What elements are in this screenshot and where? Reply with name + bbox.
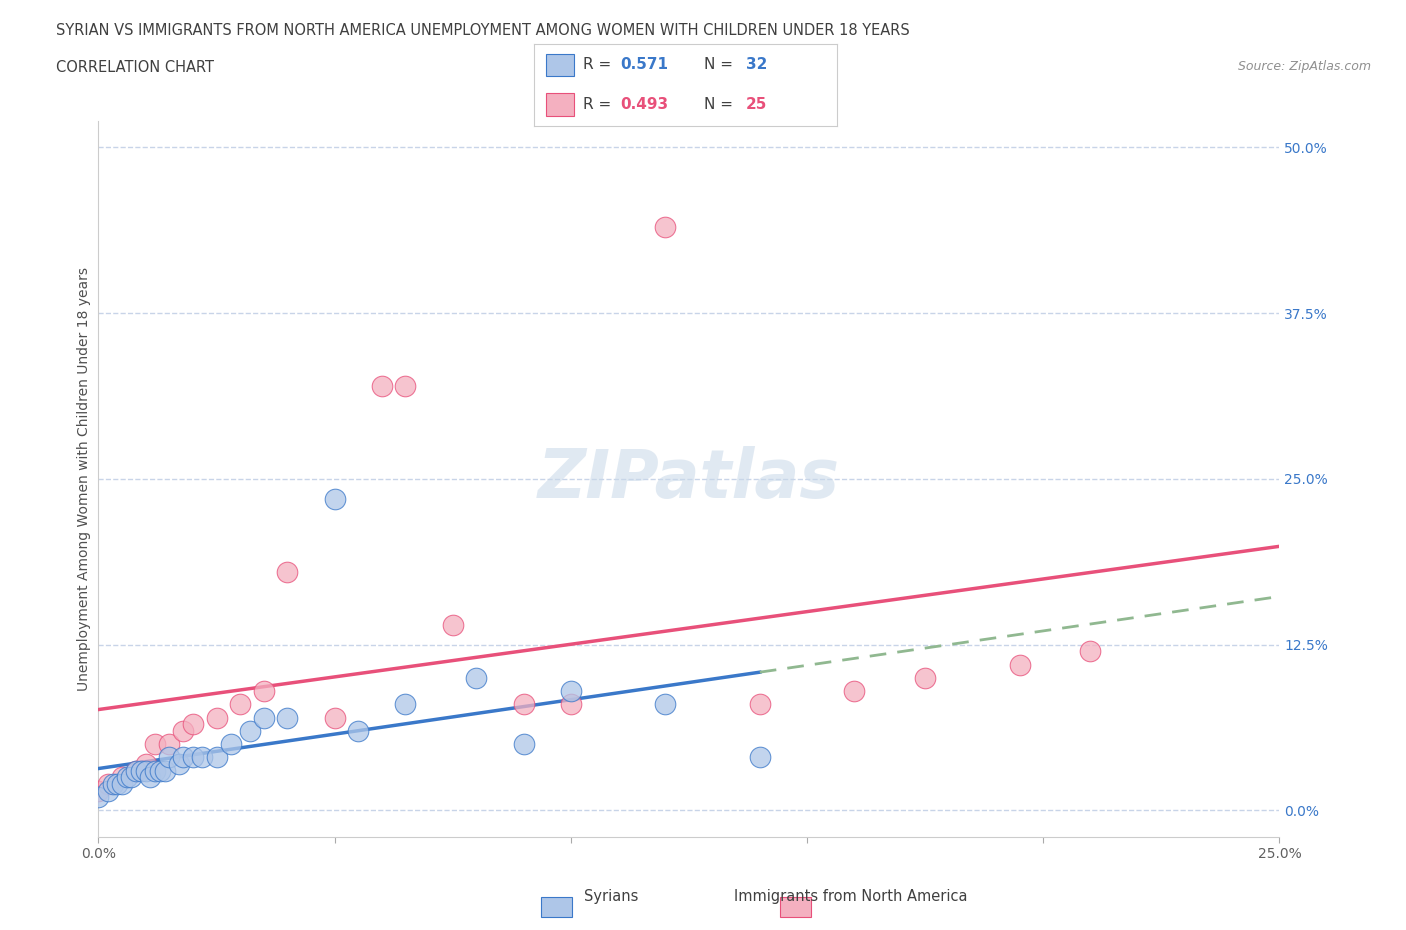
Point	[205, 711, 228, 725]
Point	[205, 750, 228, 764]
Point	[844, 684, 866, 698]
Point	[512, 697, 534, 711]
Text: 32: 32	[745, 58, 768, 73]
Point	[143, 764, 166, 778]
Point	[654, 219, 676, 234]
Point	[111, 777, 134, 791]
Point	[87, 783, 110, 798]
Point	[135, 757, 157, 772]
Point	[139, 770, 162, 785]
Point	[172, 724, 194, 738]
Text: Syrians: Syrians	[585, 889, 638, 904]
Point	[121, 770, 143, 785]
Point	[441, 618, 464, 632]
Point	[125, 764, 148, 778]
Point	[512, 737, 534, 751]
Y-axis label: Unemployment Among Women with Children Under 18 years: Unemployment Among Women with Children U…	[77, 267, 91, 691]
Text: N =: N =	[703, 97, 737, 112]
Point	[253, 711, 276, 725]
Text: R =: R =	[582, 97, 616, 112]
Point	[105, 777, 128, 791]
Point	[347, 724, 370, 738]
Text: R =: R =	[582, 58, 616, 73]
Point	[323, 711, 346, 725]
Point	[219, 737, 242, 751]
Point	[157, 750, 180, 764]
Point	[371, 379, 394, 393]
Point	[748, 750, 770, 764]
Point	[87, 790, 110, 804]
Point	[560, 697, 582, 711]
Point	[323, 491, 346, 506]
Point	[1080, 644, 1102, 658]
Point	[181, 717, 204, 732]
Point	[172, 750, 194, 764]
Point	[149, 764, 172, 778]
Point	[129, 764, 152, 778]
Text: Immigrants from North America: Immigrants from North America	[734, 889, 967, 904]
Point	[394, 697, 416, 711]
Point	[115, 770, 138, 785]
Text: SYRIAN VS IMMIGRANTS FROM NORTH AMERICA UNEMPLOYMENT AMONG WOMEN WITH CHILDREN U: SYRIAN VS IMMIGRANTS FROM NORTH AMERICA …	[56, 23, 910, 38]
Point	[1008, 658, 1031, 672]
Text: CORRELATION CHART: CORRELATION CHART	[56, 60, 214, 75]
Point	[167, 757, 190, 772]
Text: 0.571: 0.571	[620, 58, 668, 73]
FancyBboxPatch shape	[547, 93, 574, 115]
Text: 25: 25	[745, 97, 768, 112]
Point	[97, 777, 120, 791]
Point	[153, 764, 176, 778]
Point	[111, 770, 134, 785]
Point	[181, 750, 204, 764]
Point	[465, 671, 488, 685]
Point	[229, 697, 252, 711]
Point	[276, 565, 298, 579]
Point	[394, 379, 416, 393]
Point	[125, 764, 148, 778]
Point	[253, 684, 276, 698]
Point	[97, 783, 120, 798]
Point	[239, 724, 262, 738]
Point	[157, 737, 180, 751]
Point	[654, 697, 676, 711]
Point	[914, 671, 936, 685]
Text: Source: ZipAtlas.com: Source: ZipAtlas.com	[1237, 60, 1371, 73]
Point	[143, 737, 166, 751]
Text: N =: N =	[703, 58, 737, 73]
Point	[560, 684, 582, 698]
Point	[748, 697, 770, 711]
Point	[191, 750, 214, 764]
Point	[276, 711, 298, 725]
FancyBboxPatch shape	[547, 54, 574, 76]
Text: 0.493: 0.493	[620, 97, 669, 112]
Point	[101, 777, 124, 791]
Text: ZIPatlas: ZIPatlas	[538, 446, 839, 512]
Point	[135, 764, 157, 778]
